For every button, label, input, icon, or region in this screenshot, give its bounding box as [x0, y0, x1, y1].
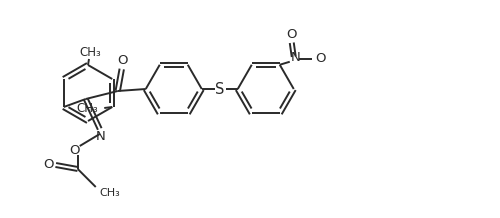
Text: O: O	[44, 157, 54, 170]
Text: O: O	[286, 28, 297, 41]
Text: CH₃: CH₃	[79, 46, 101, 60]
Text: O: O	[316, 52, 326, 65]
Text: O: O	[70, 145, 80, 157]
Text: CH₃: CH₃	[100, 188, 120, 198]
Text: N: N	[96, 131, 106, 143]
Text: O: O	[118, 54, 128, 68]
Text: S: S	[215, 82, 224, 97]
Text: N: N	[291, 51, 300, 64]
Text: CH₃: CH₃	[76, 102, 98, 114]
